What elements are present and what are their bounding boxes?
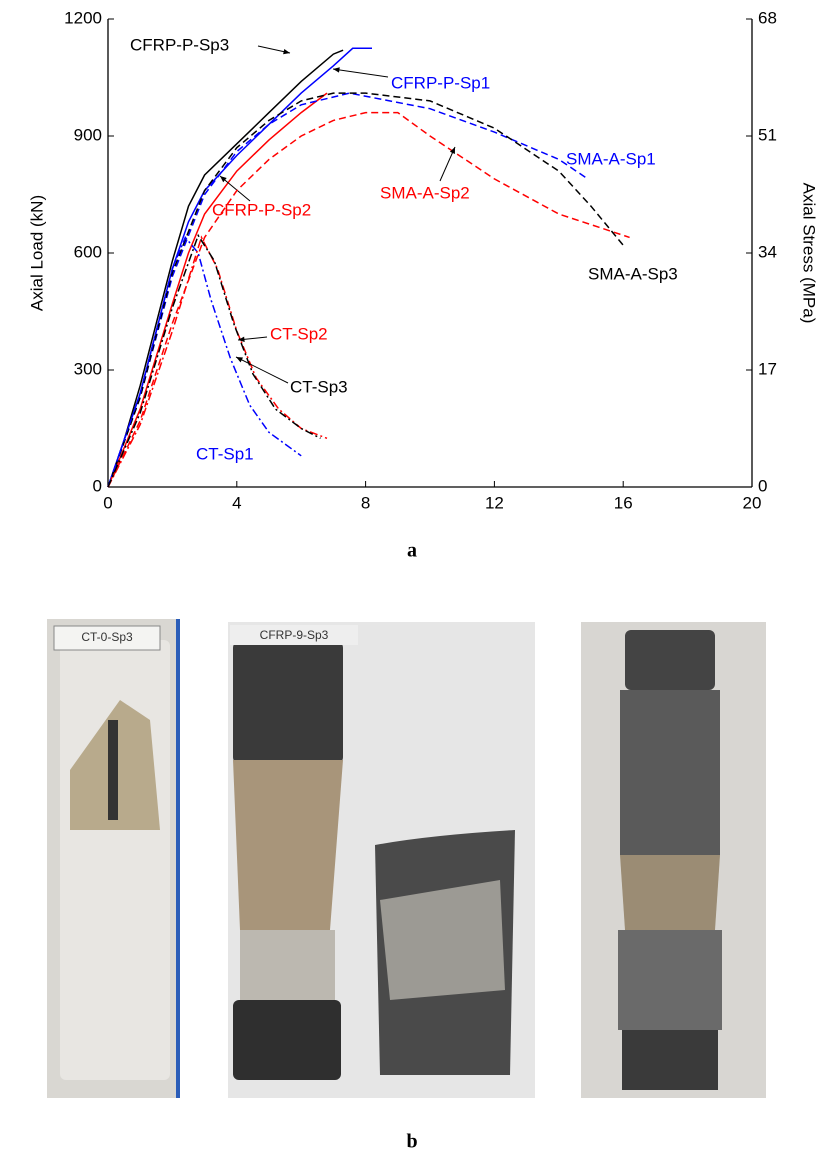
label-arrow bbox=[235, 356, 289, 384]
arrow-head bbox=[238, 336, 245, 343]
y2-tick-label: 0 bbox=[758, 476, 767, 495]
series-label: CFRP-P-Sp2 bbox=[212, 200, 311, 219]
y2-tick-label: 68 bbox=[758, 8, 777, 27]
series-label: CFRP-P-Sp1 bbox=[391, 73, 490, 92]
y-tick-label: 600 bbox=[74, 242, 102, 261]
y-axis-label: Axial Load (kN) bbox=[27, 195, 46, 311]
series-label: SMA-A-Sp3 bbox=[588, 264, 678, 283]
series-line bbox=[107, 49, 344, 488]
series-label: CFRP-P-Sp3 bbox=[130, 35, 229, 54]
photo-label: CT-0-Sp3 bbox=[81, 630, 133, 644]
series-line bbox=[107, 111, 630, 488]
y2-tick-label: 17 bbox=[758, 359, 777, 378]
photo-label: CFRP-9-Sp3 bbox=[260, 628, 329, 642]
x-tick-label: 16 bbox=[614, 493, 633, 512]
x-tick-label: 0 bbox=[103, 493, 112, 512]
series-line bbox=[107, 92, 328, 488]
caption: b bbox=[406, 1131, 417, 1153]
series-line bbox=[107, 92, 624, 488]
arrow-head bbox=[449, 147, 455, 154]
x-tick-label: 8 bbox=[361, 493, 370, 512]
label-arrow bbox=[332, 68, 389, 78]
x-tick-label: 4 bbox=[232, 493, 241, 512]
series-line bbox=[107, 92, 589, 488]
y-tick-label: 300 bbox=[74, 359, 102, 378]
y2-tick-label: 51 bbox=[758, 125, 777, 144]
photo: CT-0-Sp3 bbox=[47, 619, 180, 1098]
photo: CFRP-9-Sp3 bbox=[228, 622, 535, 1098]
x-tick-label: 20 bbox=[743, 493, 762, 512]
series-label: SMA-A-Sp2 bbox=[380, 183, 470, 202]
series-label: SMA-A-Sp1 bbox=[566, 149, 656, 168]
series-line bbox=[107, 235, 302, 488]
series-label: CT-Sp3 bbox=[290, 377, 348, 396]
x-tick-label: 12 bbox=[485, 493, 504, 512]
arrow-head bbox=[220, 176, 227, 183]
y2-axis-label: Axial Stress (MPa) bbox=[800, 183, 819, 324]
caption: a bbox=[407, 540, 417, 562]
arrow-head bbox=[333, 67, 340, 73]
photo bbox=[581, 622, 766, 1098]
series-line bbox=[107, 233, 321, 488]
y-tick-label: 900 bbox=[74, 125, 102, 144]
series-label: CT-Sp1 bbox=[196, 444, 254, 463]
y2-tick-label: 34 bbox=[758, 242, 777, 261]
label-arrow bbox=[219, 175, 251, 202]
series-line bbox=[107, 47, 372, 488]
y-tick-label: 1200 bbox=[64, 8, 102, 27]
series-line bbox=[107, 235, 328, 488]
series-label: CT-Sp2 bbox=[270, 324, 328, 343]
y-tick-label: 0 bbox=[93, 476, 102, 495]
arrow-head bbox=[283, 48, 290, 55]
arrow-head bbox=[236, 357, 243, 363]
